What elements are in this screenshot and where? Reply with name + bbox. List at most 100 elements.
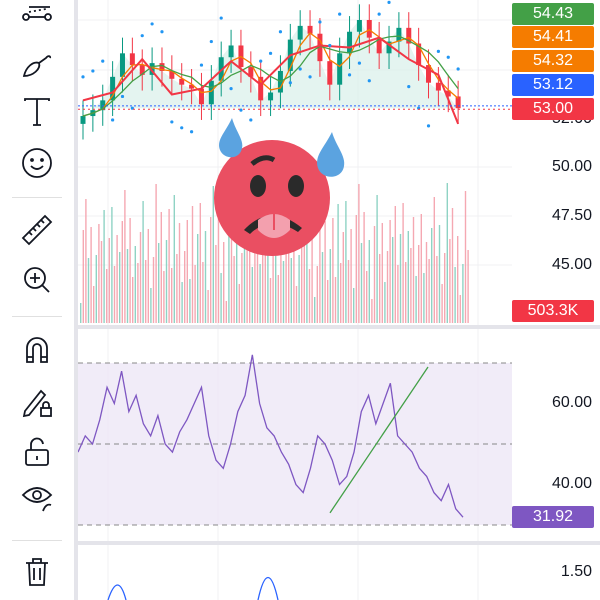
sar-dot — [347, 73, 352, 77]
volume-bar — [269, 278, 272, 323]
sar-dot — [278, 30, 283, 34]
volume-bar — [457, 236, 459, 323]
candle-body — [198, 88, 204, 105]
volume-bar — [168, 209, 170, 323]
volume-bar — [467, 250, 469, 323]
volume-bar — [280, 244, 282, 323]
volume-bar — [293, 227, 295, 323]
volume-bar — [355, 215, 357, 323]
volume-bar — [207, 290, 209, 323]
volume-bar — [438, 225, 441, 323]
volume-bar — [243, 222, 246, 323]
ma-price-badge: 54.43 — [512, 3, 594, 25]
volume-bar — [189, 279, 191, 323]
volume-bar — [371, 299, 373, 323]
volume-bar — [210, 217, 212, 323]
volume-bar — [223, 242, 225, 323]
candle-body — [445, 90, 451, 97]
ma-line-slow — [82, 35, 459, 117]
volume-bar — [194, 265, 196, 323]
volume-bar — [428, 259, 430, 323]
magnet-icon[interactable] — [17, 330, 57, 370]
sar-dot — [249, 118, 253, 122]
volume-bar — [106, 269, 108, 323]
sar-dot — [170, 120, 174, 124]
candle-body — [139, 65, 145, 75]
candle-body — [248, 67, 254, 77]
trend-line-drawing — [329, 366, 429, 514]
volume-bar — [158, 243, 160, 323]
volume-bar — [191, 206, 194, 323]
ruler-icon[interactable] — [17, 210, 57, 250]
volume-bar — [236, 225, 238, 323]
volume-bar — [459, 295, 461, 323]
trend-line-icon[interactable] — [17, 0, 57, 30]
sar-dot — [101, 59, 105, 63]
volume-bar — [87, 258, 90, 323]
candle-body — [149, 63, 155, 75]
last-price-badge: 53.00 — [512, 98, 594, 120]
volume-bar — [282, 261, 285, 323]
toolbar-separator[interactable] — [74, 0, 78, 600]
brush-icon[interactable] — [17, 45, 57, 85]
trash-icon[interactable] — [17, 552, 57, 592]
volume-bar — [90, 227, 92, 323]
volume-bar — [353, 288, 355, 323]
volume-bar — [360, 243, 363, 323]
sar-dot — [120, 94, 125, 99]
volume-bar — [392, 237, 394, 323]
unlock-icon[interactable] — [17, 432, 57, 472]
volume-bar — [410, 248, 412, 323]
volume-bar — [202, 262, 204, 323]
lock-drawing-icon[interactable] — [17, 383, 57, 423]
candle-body — [386, 41, 392, 54]
volume-bar — [420, 214, 422, 323]
eye-icon[interactable] — [17, 477, 57, 517]
volume-bar — [327, 280, 329, 323]
volume-bar — [423, 273, 425, 323]
pane-separator — [78, 541, 600, 545]
sar-dot — [426, 124, 431, 128]
candle-body — [347, 31, 353, 54]
volume-bar — [165, 240, 168, 323]
volume-bar — [345, 201, 347, 323]
volume-bar — [142, 201, 144, 323]
volume-bar — [332, 218, 334, 323]
candle-body — [179, 78, 185, 85]
pane-separator — [78, 325, 600, 329]
candle-body — [189, 84, 195, 89]
volume-bar — [405, 262, 407, 323]
volume-bar — [324, 221, 326, 323]
sar-dot — [111, 118, 115, 122]
volume-bar — [134, 246, 136, 323]
volume-bar — [215, 245, 217, 323]
volume-bar — [178, 223, 181, 323]
volume-bar — [451, 208, 454, 323]
volume-bar — [85, 199, 87, 323]
volume-bar — [95, 255, 97, 323]
emoji-icon[interactable] — [17, 143, 57, 183]
volume-bar — [199, 203, 201, 323]
hot-face-emoji — [214, 118, 345, 256]
candle-body — [119, 53, 125, 77]
volume-bar — [290, 258, 292, 323]
sar-dot — [328, 43, 332, 48]
candle-body — [307, 25, 313, 34]
rsi-tick: 60.00 — [551, 394, 592, 411]
candle-body — [268, 92, 274, 101]
volume-bar — [262, 233, 264, 323]
volume-bar — [176, 254, 178, 323]
volume-bar — [197, 234, 199, 323]
sar-dot — [387, 0, 391, 4]
zoom-in-icon[interactable] — [17, 260, 57, 300]
volume-bar — [415, 276, 417, 323]
candle-body — [376, 37, 382, 54]
rsi-badge: 31.92 — [512, 506, 594, 528]
text-icon[interactable] — [17, 92, 57, 132]
volume-bar — [100, 241, 103, 323]
volume-bar — [407, 231, 409, 323]
sar-dot — [308, 75, 312, 79]
volume-bar — [275, 216, 277, 323]
volume-bar — [139, 232, 142, 323]
volume-bar — [272, 247, 274, 323]
